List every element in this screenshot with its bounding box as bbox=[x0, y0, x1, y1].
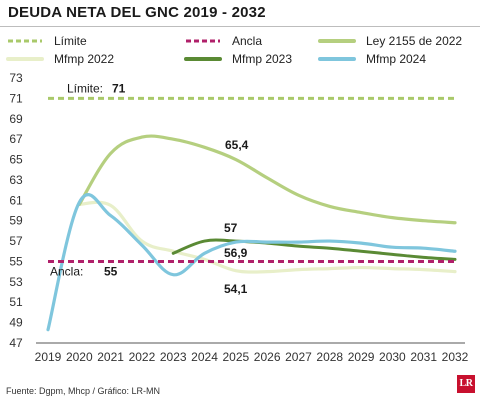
annotation-value-65-4: 65,4 bbox=[225, 138, 249, 152]
y-tick-label-51: 51 bbox=[9, 295, 23, 309]
annotation-value-57: 57 bbox=[224, 221, 238, 235]
x-tick-label-2025: 2025 bbox=[222, 350, 249, 364]
x-tick-label-2031: 2031 bbox=[410, 350, 437, 364]
x-tick-label-2024: 2024 bbox=[191, 350, 218, 364]
y-tick-label-73: 73 bbox=[9, 71, 23, 85]
annotation-value-56-9: 56,9 bbox=[224, 246, 248, 260]
source-note: Fuente: Dgpm, Mhcp / Gráfico: LR-MN bbox=[6, 386, 161, 396]
x-tick-label-2019: 2019 bbox=[35, 350, 62, 364]
y-tick-label-49: 49 bbox=[9, 316, 23, 330]
y-tick-label-67: 67 bbox=[9, 132, 23, 146]
annotation-value-54-1: 54,1 bbox=[224, 282, 248, 296]
x-tick-label-2020: 2020 bbox=[66, 350, 93, 364]
x-tick-label-2030: 2030 bbox=[379, 350, 406, 364]
series-line-mfmp-2023 bbox=[171, 238, 457, 261]
y-tick-label-69: 69 bbox=[9, 112, 23, 126]
y-tick-label-61: 61 bbox=[9, 193, 23, 207]
x-tick-label-2032: 2032 bbox=[442, 350, 469, 364]
y-tick-label-63: 63 bbox=[9, 173, 23, 187]
y-tick-label-57: 57 bbox=[9, 234, 23, 248]
legend-label-l-mite: Límite bbox=[54, 34, 87, 48]
y-tick-label-53: 53 bbox=[9, 275, 23, 289]
legend-label-ley-2155-de-2022: Ley 2155 de 2022 bbox=[366, 34, 462, 48]
series-line-mfmp-2024 bbox=[46, 193, 457, 332]
annotation-limite-value: 71 bbox=[112, 81, 126, 95]
legend-label-mfmp-2022: Mfmp 2022 bbox=[54, 52, 114, 66]
legend-label-ancla: Ancla bbox=[232, 34, 262, 48]
x-tick-label-2026: 2026 bbox=[254, 350, 281, 364]
annotation-limite-label: Límite: bbox=[67, 81, 103, 95]
series-line-mfmp-2022 bbox=[77, 200, 457, 274]
series-line-ley-2155-de-2022 bbox=[77, 134, 457, 225]
x-tick-label-2023: 2023 bbox=[160, 350, 187, 364]
annotation-ancla-value: 55 bbox=[104, 264, 118, 278]
y-tick-label-55: 55 bbox=[9, 254, 23, 268]
legend-label-mfmp-2024: Mfmp 2024 bbox=[366, 52, 426, 66]
lr-logo: LR bbox=[457, 375, 475, 393]
x-tick-label-2022: 2022 bbox=[129, 350, 156, 364]
legend-label-mfmp-2023: Mfmp 2023 bbox=[232, 52, 292, 66]
y-tick-label-65: 65 bbox=[9, 153, 23, 167]
y-tick-label-59: 59 bbox=[9, 214, 23, 228]
x-tick-label-2029: 2029 bbox=[348, 350, 375, 364]
y-tick-label-47: 47 bbox=[9, 336, 23, 350]
chart-title: DEUDA NETA DEL GNC 2019 - 2032 bbox=[8, 4, 266, 21]
title-divider bbox=[0, 26, 480, 27]
y-tick-label-71: 71 bbox=[9, 91, 23, 105]
x-tick-label-2021: 2021 bbox=[97, 350, 124, 364]
x-tick-label-2027: 2027 bbox=[285, 350, 312, 364]
x-tick-label-2028: 2028 bbox=[316, 350, 343, 364]
annotation-ancla-label: Ancla: bbox=[50, 264, 83, 278]
